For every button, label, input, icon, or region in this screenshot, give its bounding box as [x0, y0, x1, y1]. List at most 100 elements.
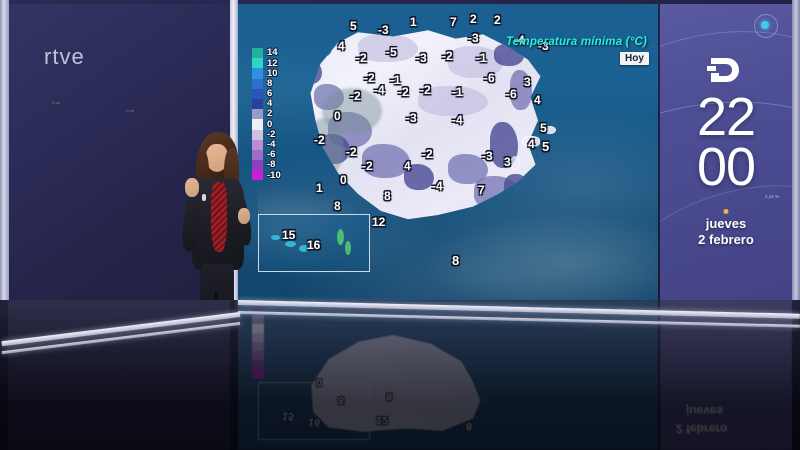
station-temp-value: -6 — [484, 71, 495, 85]
station-temp-value: 8 — [384, 189, 391, 203]
accent-dot-icon — [723, 209, 729, 214]
terrain-shade — [322, 88, 382, 134]
reflection-legend-swatch — [252, 351, 264, 360]
station-temp-value: -2 — [350, 89, 361, 103]
station-temp-value: 5 — [350, 19, 357, 33]
legend-swatch — [252, 160, 263, 171]
presenter-lapel-pin — [202, 194, 206, 201]
legend-row: -4 — [252, 139, 286, 151]
legend-swatch — [252, 149, 263, 161]
station-temp-value: 0 — [340, 173, 347, 187]
station-temp-value: -2 — [346, 145, 357, 159]
legend-label: 0 — [267, 118, 273, 130]
legend-label: 4 — [267, 98, 273, 110]
reflection-weekday: jueves — [686, 404, 724, 418]
station-temp-value: -4 — [432, 179, 443, 193]
station-temp-value: -3 — [378, 23, 389, 37]
station-temp-value: 12 — [372, 215, 386, 229]
presenter-hand — [238, 208, 250, 224]
legend-row: 0 — [252, 118, 286, 130]
station-temp-value: 4 — [404, 159, 411, 173]
reflection-temp: 12 — [376, 414, 389, 426]
legend-label: 2 — [267, 108, 273, 120]
station-temp-value: -2 — [398, 85, 409, 99]
legend-swatch — [252, 139, 263, 150]
wall-tag: Live — [52, 100, 61, 105]
legend-row: -10 — [252, 170, 286, 181]
legend-swatch — [252, 68, 263, 79]
reflection-temp: 0 — [316, 376, 323, 388]
legend-label: -2 — [267, 128, 276, 140]
date-label: 2 febrero — [698, 232, 754, 247]
station-temp-value: -2 — [420, 83, 431, 97]
temp-blot — [448, 46, 503, 78]
presenter-hand — [185, 178, 199, 197]
status-dot-icon — [754, 14, 778, 38]
station-temp-value: -5 — [386, 45, 397, 59]
weather-map-panel: 15 16 5 8 5 -3 1 7 2 2 -3 -4 -3 4 -2 -5 -3 -2 -1 -2 -1 -6… — [238, 4, 658, 300]
legend-swatch — [252, 88, 263, 99]
legend-row: 8 — [252, 78, 286, 89]
canary-island — [299, 245, 309, 252]
day-badge: Hoy — [620, 52, 649, 65]
temperature-legend: 14 12 10 8 6 4 2 0 -2 -4 -6 -8 -10 — [252, 48, 286, 181]
reflection-legend-swatch — [252, 342, 264, 351]
map-title: Temperatura mínima (°C) — [506, 36, 648, 48]
station-temp-value: -6 — [506, 87, 517, 101]
studio-pillar-left — [0, 0, 9, 300]
canary-island — [285, 241, 296, 247]
legend-label: -8 — [267, 159, 276, 171]
temp-blot — [404, 164, 434, 190]
station-temp-value: -2 — [364, 71, 375, 85]
clock-hours: 22 — [696, 87, 756, 147]
station-temp-value: 3 — [524, 75, 531, 89]
reflection-legend-swatch — [252, 333, 264, 342]
legend-row: 12 — [252, 57, 286, 69]
station-temp-value: -2 — [356, 51, 367, 65]
canary-islands-inset: 15 16 — [258, 214, 370, 272]
station-temp-value: 8 — [334, 199, 341, 213]
station-temp-value: 2 — [494, 13, 501, 27]
legend-label: 12 — [267, 57, 278, 69]
rtve-logo: rtve — [44, 44, 85, 69]
north-africa-temp-value: 8 — [452, 253, 460, 268]
station-temp-value: -2 — [362, 159, 373, 173]
legend-row: 4 — [252, 98, 286, 110]
station-temp-value: 7 — [478, 183, 485, 197]
station-temp-value: -4 — [452, 113, 463, 127]
reflection-map-panel: 15 16 12 8 8 0 8 — [238, 300, 658, 450]
reflection-legend-swatch — [252, 360, 264, 369]
station-temp-value: -4 — [374, 83, 385, 97]
station-temp-value: -3 — [538, 39, 549, 53]
canary-island — [337, 229, 344, 245]
reflection-canary-box — [258, 382, 370, 440]
station-temp-value: 0 — [334, 109, 341, 123]
reflection-date: 2 febrero — [676, 422, 728, 436]
balearic-island — [544, 126, 556, 134]
legend-swatch — [252, 170, 263, 181]
legend-label: -4 — [267, 139, 276, 151]
balearic-island — [510, 156, 520, 170]
station-temp-value: 3 — [504, 155, 511, 169]
station-temp-value: 2 — [470, 12, 477, 26]
legend-row: 6 — [252, 88, 286, 99]
clock-panel: 22 00 2,44 % jueves 2 febrero — [660, 4, 792, 300]
legend-row: 2 — [252, 108, 286, 120]
legend-swatch — [252, 78, 263, 89]
canary-temp-value: 16 — [307, 238, 321, 252]
station-temp-value: 1 — [316, 181, 323, 195]
channel-logo-icon — [705, 56, 747, 89]
temp-blot — [510, 70, 532, 110]
legend-swatch — [252, 48, 263, 59]
presenter-face — [206, 144, 228, 172]
canary-temp-value: 15 — [282, 228, 296, 242]
legend-label: 10 — [267, 67, 278, 79]
station-temp-value: -2 — [314, 133, 325, 147]
balearic-temp-value: 5 — [542, 139, 550, 154]
station-temp-value: 4 — [534, 93, 541, 107]
wall-tag: Live — [126, 108, 135, 113]
legend-label: -6 — [267, 149, 276, 161]
micro-indicator: 2,44 % — [764, 194, 779, 199]
station-temp-value: 7 — [450, 15, 457, 29]
